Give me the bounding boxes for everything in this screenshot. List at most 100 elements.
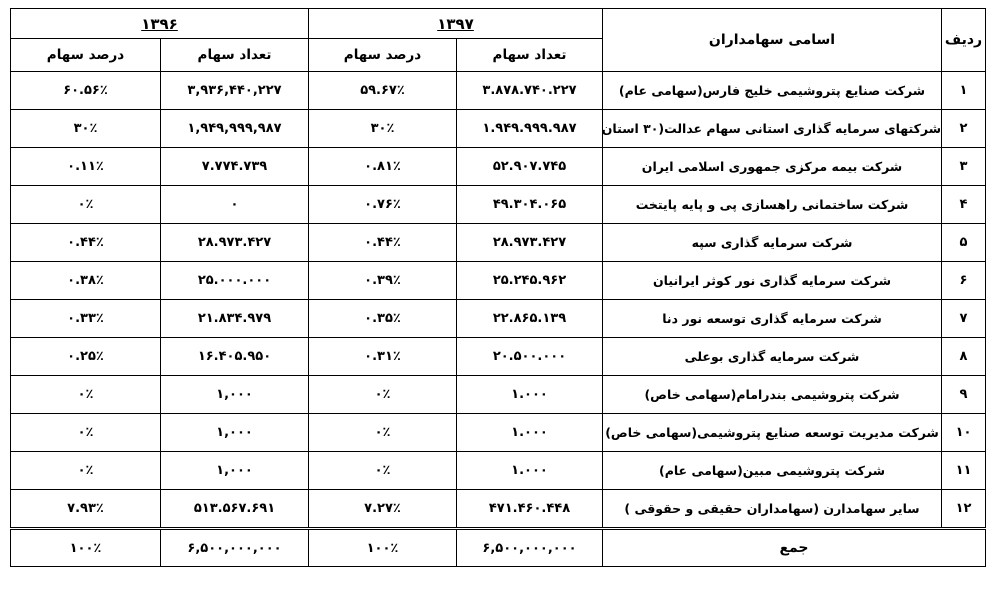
shares-1396-cell: ۱۶.۴۰۵.۹۵۰ [160, 337, 309, 376]
shares-1397-cell: ۵۲.۹۰۷.۷۴۵ [456, 147, 603, 186]
total-label: جمع [602, 527, 986, 567]
table-row: ۰٪ ۱,۰۰۰ ۰٪ ۱.۰۰۰ شرکت مدیریت توسعه صنایع پت… [10, 413, 986, 452]
shares-1397-cell: ۲۰.۵۰۰.۰۰۰ [456, 337, 603, 376]
shareholder-name-cell: شرکت ساختمانی راهسازی پی و پایه پایتخت [602, 185, 942, 224]
shares-1397-cell: ۱.۰۰۰ [456, 375, 603, 414]
shares-1396-cell: ۷.۷۷۴.۷۳۹ [160, 147, 309, 186]
percent-1397-header: درصد سهام [308, 38, 457, 72]
table-row: ۰٪ ۰ ۰.۷۶٪ ۴۹.۳۰۴.۰۶۵ شرکت ساختمانی راهسازی … [10, 185, 986, 224]
shareholder-name-cell: شرکت سرمایه گذاری سپه [602, 223, 942, 262]
row-number-cell: ۸ [941, 337, 986, 376]
shares-1396-cell: ۱,۹۴۹,۹۹۹,۹۸۷ [160, 109, 309, 148]
shareholder-name-cell: شرکت بیمه مرکزی جمهوری اسلامی ایران [602, 147, 942, 186]
row-number-cell: ۲ [941, 109, 986, 148]
percent-1397-cell: ۵۹.۶۷٪ [308, 71, 457, 110]
shareholder-name-cell: شرکت مدیریت توسعه صنایع پتروشیمی(سهامی خ… [602, 413, 942, 452]
percent-1396-header: درصد سهام [10, 38, 161, 72]
percent-1397-cell: ۰٪ [308, 451, 457, 490]
table-row: ۰٪ ۱,۰۰۰ ۰٪ ۱.۰۰۰ شرکت پتروشیمی مبین(سهامی ع… [10, 451, 986, 490]
table-row: ۷.۹۳٪ ۵۱۳.۵۶۷.۶۹۱ ۷.۲۷٪ ۴۷۱.۴۶۰.۴۴۸ سایر سها… [10, 489, 986, 529]
percent-1397-cell: ۷.۲۷٪ [308, 489, 457, 529]
shares-1397-cell: ۴۷۱.۴۶۰.۴۴۸ [456, 489, 603, 529]
percent-1396-cell: ۰.۳۳٪ [10, 299, 161, 338]
shareholder-name-cell: شرکتهای سرمایه گذاری استانی سهام عدالت(۳… [602, 109, 942, 148]
table-row: ۰.۳۳٪ ۲۱.۸۳۴.۹۷۹ ۰.۳۵٪ ۲۲.۸۶۵.۱۳۹ شرکت سرمای… [10, 299, 986, 338]
row-number-cell: ۱۲ [941, 489, 986, 529]
percent-1397-cell: ۰٪ [308, 375, 457, 414]
shares-1396-cell: ۱,۰۰۰ [160, 451, 309, 490]
shareholders-table: ۱۳۹۶ ۱۳۹۷ اسامی سهامداران ردیف درصد سهام… [10, 8, 986, 567]
shares-1396-header: تعداد سهام [160, 38, 309, 72]
percent-1396-cell: ۰.۲۵٪ [10, 337, 161, 376]
row-number-cell: ۱۰ [941, 413, 986, 452]
shares-1396-cell: ۳,۹۳۶,۴۴۰,۲۲۷ [160, 71, 309, 110]
percent-1397-cell: ۰.۳۹٪ [308, 261, 457, 300]
percent-1396-cell: ۰.۴۴٪ [10, 223, 161, 262]
percent-1396-cell: ۶۰.۵۶٪ [10, 71, 161, 110]
row-number-cell: ۴ [941, 185, 986, 224]
shareholder-names-header: اسامی سهامداران [602, 8, 942, 72]
percent-1396-cell: ۰٪ [10, 413, 161, 452]
shares-1397-header: تعداد سهام [456, 38, 603, 72]
shareholder-name-cell: شرکت صنایع پتروشیمی خلیج فارس(سهامی عام) [602, 71, 942, 110]
percent-1396-cell: ۰.۳۸٪ [10, 261, 161, 300]
total-shares-1396: ۶,۵۰۰,۰۰۰,۰۰۰ [160, 527, 309, 567]
row-number-cell: ۵ [941, 223, 986, 262]
shareholder-name-cell: شرکت سرمایه گذاری توسعه نور دنا [602, 299, 942, 338]
percent-1396-cell: ۰٪ [10, 375, 161, 414]
shares-1397-cell: ۲۲.۸۶۵.۱۳۹ [456, 299, 603, 338]
shares-1397-cell: ۱.۹۴۹.۹۹۹.۹۸۷ [456, 109, 603, 148]
shares-1396-cell: ۱,۰۰۰ [160, 413, 309, 452]
shares-1397-cell: ۴۹.۳۰۴.۰۶۵ [456, 185, 603, 224]
shares-1396-cell: ۲۱.۸۳۴.۹۷۹ [160, 299, 309, 338]
percent-1397-cell: ۰.۳۵٪ [308, 299, 457, 338]
row-number-cell: ۱ [941, 71, 986, 110]
percent-1397-cell: ۳۰٪ [308, 109, 457, 148]
shareholder-name-cell: شرکت پتروشیمی مبین(سهامی عام) [602, 451, 942, 490]
table-row: ۰.۳۸٪ ۲۵.۰۰۰.۰۰۰ ۰.۳۹٪ ۲۵.۲۴۵.۹۶۲ شرکت سرمای… [10, 261, 986, 300]
total-percent-1396: ۱۰۰٪ [10, 527, 161, 567]
year-1397-header: ۱۳۹۷ [308, 8, 603, 39]
shares-1397-cell: ۱.۰۰۰ [456, 451, 603, 490]
percent-1397-cell: ۰.۸۱٪ [308, 147, 457, 186]
shares-1396-cell: ۲۸.۹۷۳.۴۲۷ [160, 223, 309, 262]
shareholder-name-cell: سایر سهامدارن (سهامداران حقیقی و حقوقی ) [602, 489, 942, 529]
percent-1397-cell: ۰.۴۴٪ [308, 223, 457, 262]
row-number-cell: ۳ [941, 147, 986, 186]
shareholder-name-cell: شرکت پتروشیمی بندرامام(سهامی خاص) [602, 375, 942, 414]
total-percent-1397: ۱۰۰٪ [308, 527, 457, 567]
year-1396-header: ۱۳۹۶ [10, 8, 309, 39]
table-row: ۶۰.۵۶٪ ۳,۹۳۶,۴۴۰,۲۲۷ ۵۹.۶۷٪ ۳.۸۷۸.۷۴۰.۲۲۷ شر… [10, 71, 986, 110]
percent-1396-cell: ۷.۹۳٪ [10, 489, 161, 529]
table-row: ۰.۱۱٪ ۷.۷۷۴.۷۳۹ ۰.۸۱٪ ۵۲.۹۰۷.۷۴۵ شرکت بیمه م… [10, 147, 986, 186]
row-number-cell: ۶ [941, 261, 986, 300]
shares-1397-cell: ۲۸.۹۷۳.۴۲۷ [456, 223, 603, 262]
shares-1396-cell: ۰ [160, 185, 309, 224]
row-number-header: ردیف [941, 8, 986, 72]
table-row: ۰٪ ۱,۰۰۰ ۰٪ ۱.۰۰۰ شرکت پتروشیمی بندرامام(سها… [10, 375, 986, 414]
table-row: ۰.۲۵٪ ۱۶.۴۰۵.۹۵۰ ۰.۳۱٪ ۲۰.۵۰۰.۰۰۰ شرکت سرمای… [10, 337, 986, 376]
header-row-years: ۱۳۹۶ ۱۳۹۷ اسامی سهامداران ردیف [10, 8, 986, 72]
shares-1397-cell: ۱.۰۰۰ [456, 413, 603, 452]
table-row: ۰.۴۴٪ ۲۸.۹۷۳.۴۲۷ ۰.۴۴٪ ۲۸.۹۷۳.۴۲۷ شرکت سرمای… [10, 223, 986, 262]
header-row-subcolumns: درصد سهام تعداد سهام درصد سهام تعداد سها… [10, 38, 986, 72]
shares-1396-cell: ۱,۰۰۰ [160, 375, 309, 414]
shares-1397-cell: ۲۵.۲۴۵.۹۶۲ [456, 261, 603, 300]
shareholder-name-cell: شرکت سرمایه گذاری نور کوثر ایرانیان [602, 261, 942, 300]
total-shares-1397: ۶,۵۰۰,۰۰۰,۰۰۰ [456, 527, 603, 567]
percent-1397-cell: ۰.۳۱٪ [308, 337, 457, 376]
percent-1397-cell: ۰.۷۶٪ [308, 185, 457, 224]
percent-1396-cell: ۰٪ [10, 451, 161, 490]
table-row: ۳۰٪ ۱,۹۴۹,۹۹۹,۹۸۷ ۳۰٪ ۱.۹۴۹.۹۹۹.۹۸۷ شرکتهای … [10, 109, 986, 148]
percent-1397-cell: ۰٪ [308, 413, 457, 452]
shareholder-name-cell: شرکت سرمایه گذاری بوعلی [602, 337, 942, 376]
shares-1396-cell: ۵۱۳.۵۶۷.۶۹۱ [160, 489, 309, 529]
percent-1396-cell: ۰٪ [10, 185, 161, 224]
total-row: ۱۰۰٪ ۶,۵۰۰,۰۰۰,۰۰۰ ۱۰۰٪ ۶,۵۰۰,۰۰۰,۰۰۰ جمع [10, 527, 986, 567]
shares-1396-cell: ۲۵.۰۰۰.۰۰۰ [160, 261, 309, 300]
shares-1397-cell: ۳.۸۷۸.۷۴۰.۲۲۷ [456, 71, 603, 110]
percent-1396-cell: ۰.۱۱٪ [10, 147, 161, 186]
row-number-cell: ۹ [941, 375, 986, 414]
row-number-cell: ۷ [941, 299, 986, 338]
row-number-cell: ۱۱ [941, 451, 986, 490]
